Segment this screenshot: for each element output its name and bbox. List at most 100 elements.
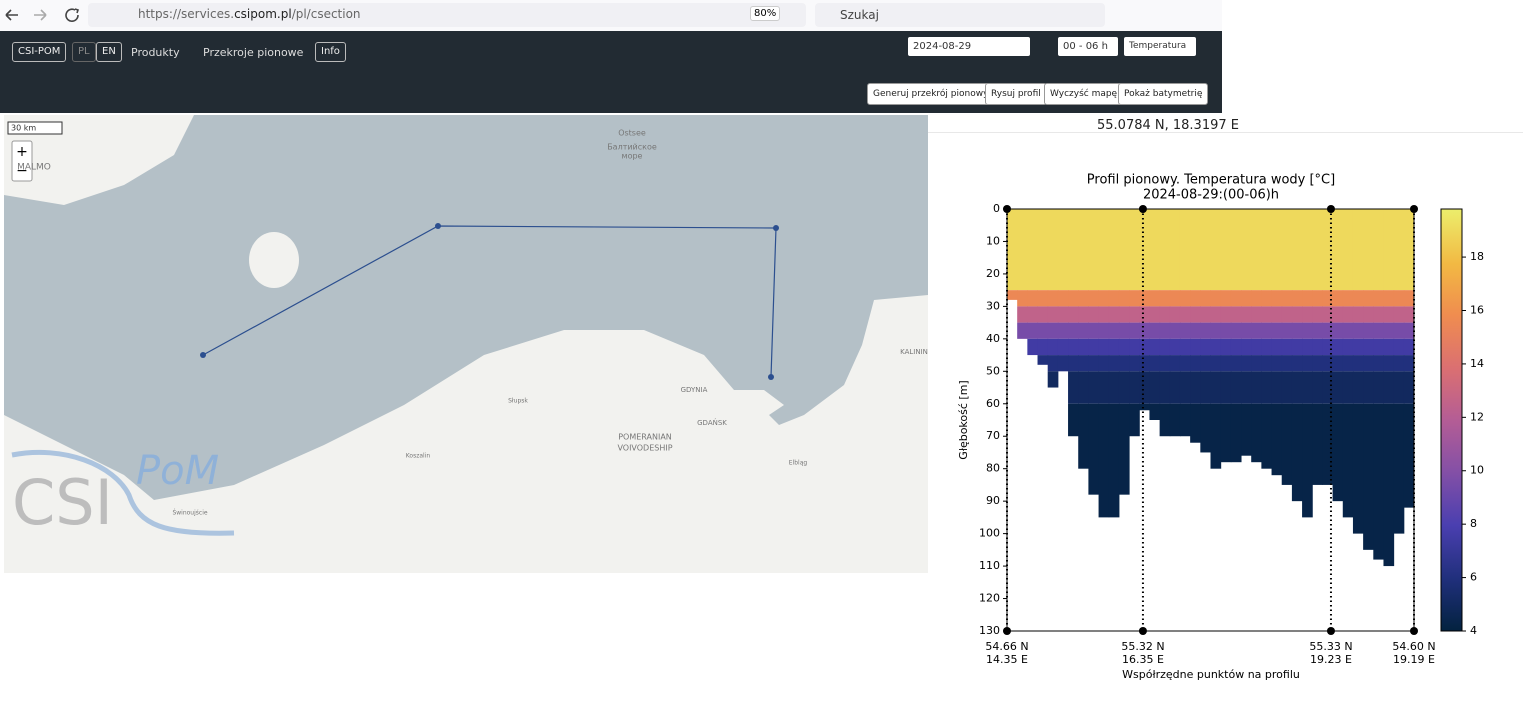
- action-button[interactable]: Wyczyść mapę: [1044, 83, 1124, 105]
- brand[interactable]: CSI-POM: [12, 42, 67, 62]
- cursor-coordinates: 55.0784 N, 18.3197 E: [1097, 118, 1239, 133]
- heat-cell: [1230, 322, 1242, 339]
- heat-cell: [1159, 290, 1171, 307]
- action-button[interactable]: Generuj przekrój pionowy: [867, 83, 995, 105]
- heat-cell: [1159, 403, 1171, 437]
- heat-cell: [1261, 355, 1273, 372]
- zoom-in[interactable]: +: [16, 144, 28, 160]
- heat-cell: [1291, 306, 1303, 323]
- heat-cell: [1108, 338, 1120, 356]
- heat-cell: [1271, 290, 1283, 307]
- heat-cell: [1139, 338, 1150, 356]
- lang-button[interactable]: PL: [72, 42, 96, 62]
- action-button[interactable]: Rysuj profil: [985, 83, 1047, 105]
- zoom-out[interactable]: −: [16, 163, 28, 179]
- heat-cell: [1220, 371, 1232, 404]
- zoom-level[interactable]: 80%: [750, 6, 781, 21]
- heat-cell: [1017, 306, 1028, 323]
- heat-cell: [1302, 290, 1313, 307]
- heat-cell: [1312, 322, 1323, 339]
- heat-cell: [1159, 338, 1171, 356]
- profile-point[interactable]: [768, 374, 774, 380]
- info-button[interactable]: Info: [315, 42, 346, 62]
- heat-cell: [1098, 355, 1110, 372]
- heat-cell: [1383, 355, 1395, 372]
- heat-cell: [1241, 209, 1252, 291]
- heat-cell: [1342, 338, 1354, 356]
- x-tick-label: 55.32 N: [1121, 640, 1164, 653]
- map-label: KALININ: [900, 348, 928, 356]
- heat-cell: [1230, 209, 1242, 291]
- heat-cell: [1363, 209, 1374, 291]
- heat-cell: [1108, 290, 1120, 307]
- variable-select[interactable]: Temperatura: [1124, 37, 1196, 56]
- profile-point[interactable]: [773, 225, 779, 231]
- heat-cell: [1220, 306, 1232, 323]
- y-tick-label: 20: [986, 267, 1000, 280]
- menu-item[interactable]: Przekroje pionowe: [203, 46, 304, 59]
- heat-cell: [1312, 403, 1323, 485]
- heat-cell: [1017, 209, 1028, 291]
- heat-cell: [1373, 403, 1384, 560]
- x-tick-label: 19.19 E: [1393, 653, 1435, 666]
- heat-cell: [1373, 306, 1384, 323]
- heat-cell: [1200, 371, 1211, 404]
- heat-cell: [1007, 290, 1018, 300]
- heat-cell: [1261, 290, 1273, 307]
- heat-cell: [1027, 338, 1039, 356]
- profile-point[interactable]: [200, 352, 206, 358]
- x-tick-label: 16.35 E: [1122, 653, 1164, 666]
- action-button[interactable]: Pokaż batymetrię: [1118, 83, 1209, 105]
- heat-cell: [1047, 338, 1059, 356]
- heat-cell: [1332, 338, 1344, 356]
- heat-cell: [1129, 306, 1140, 323]
- coords-panel: 55.0784 N, 18.3197 E: [928, 115, 1523, 133]
- heat-cell: [1322, 355, 1334, 372]
- map-label: Świnoujście: [172, 510, 207, 517]
- heat-cell: [1098, 209, 1110, 291]
- url-domain: csipom.pl: [234, 7, 292, 21]
- y-tick-label: 90: [986, 494, 1000, 507]
- heat-cell: [1230, 338, 1242, 356]
- heat-cell: [1088, 338, 1100, 356]
- map-label: MALMO: [17, 163, 51, 173]
- heat-cell: [1393, 209, 1405, 291]
- heat-cell: [1383, 290, 1395, 307]
- heat-cell: [1108, 209, 1120, 291]
- heat-cell: [1200, 290, 1211, 307]
- heat-cell: [1149, 338, 1161, 356]
- heat-cell: [1088, 355, 1100, 372]
- heat-cell: [1403, 338, 1415, 356]
- search-box[interactable]: Szukaj: [815, 3, 1105, 27]
- heat-cell: [1342, 322, 1354, 339]
- heat-cell: [1302, 338, 1313, 356]
- heat-cell: [1179, 371, 1191, 404]
- heat-cell: [1271, 403, 1283, 476]
- hours-select[interactable]: 00 - 06 h: [1058, 37, 1118, 56]
- heat-cell: [1261, 403, 1273, 469]
- heat-cell: [1037, 338, 1049, 356]
- plot-frame: [1006, 208, 1415, 632]
- menu-item[interactable]: Produkty: [131, 46, 180, 59]
- lang-button[interactable]: EN: [96, 42, 122, 62]
- profile-point[interactable]: [435, 223, 441, 229]
- heat-cell: [1139, 371, 1150, 404]
- url-bar[interactable]: https://services.csipom.pl/pl/csection 8…: [88, 3, 806, 27]
- heat-cell: [1302, 306, 1313, 323]
- heat-cell: [1129, 355, 1140, 372]
- heat-cell: [1363, 371, 1374, 404]
- heat-cell: [1088, 290, 1100, 307]
- heat-cell: [1241, 322, 1252, 339]
- map[interactable]: 30 km + − CSI PoM MALMO Ostsee Балтийскоем…: [4, 115, 928, 573]
- heat-cell: [1190, 371, 1201, 404]
- heat-cell: [1169, 306, 1181, 323]
- heat-cell: [1271, 371, 1283, 404]
- heat-cell: [1047, 322, 1059, 339]
- heat-cell: [1200, 355, 1211, 372]
- date-input[interactable]: 2024-08-29: [908, 37, 1030, 56]
- heat-cell: [1007, 209, 1018, 291]
- heat-cell: [1088, 322, 1100, 339]
- heat-cell: [1068, 322, 1079, 339]
- browser-bar: https://services.csipom.pl/pl/csection 8…: [0, 0, 1222, 31]
